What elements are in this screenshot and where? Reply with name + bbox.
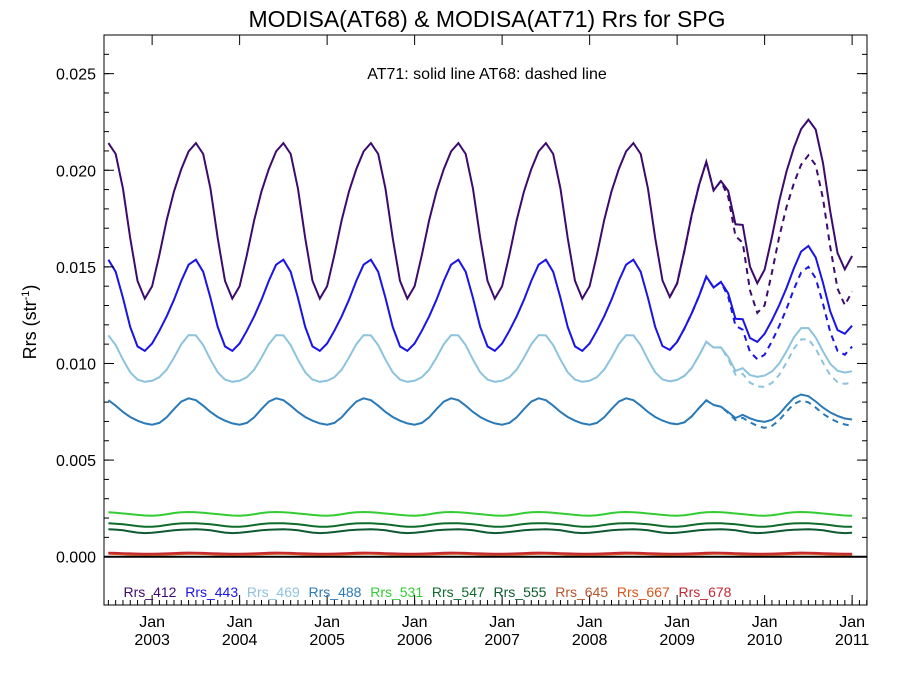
x-tick-label-year: 2007	[484, 632, 520, 649]
x-tick-label-year: 2009	[659, 632, 695, 649]
y-axis-label-close: )	[20, 285, 40, 291]
x-tick-label-month: Jan	[139, 614, 165, 631]
y-tick-label: 0.010	[56, 356, 96, 373]
legend-item-Rrs_488: Rrs_488	[309, 584, 362, 600]
x-tick-label-month: Jan	[402, 614, 428, 631]
x-tick-label-year: 2010	[747, 632, 783, 649]
x-tick-label-month: Jan	[227, 614, 253, 631]
x-tick-label-month: Jan	[577, 614, 603, 631]
x-tick-label-year: 2005	[309, 632, 345, 649]
series-line-Rrs_469	[107, 326, 853, 383]
series-line-Rrs_547	[108, 522, 853, 528]
y-axis-label: Rrs (str-1)	[20, 285, 40, 360]
legend-item-Rrs_547: Rrs_547	[432, 584, 485, 600]
x-tick-label-year: 2011	[835, 632, 870, 649]
x-tick-label-year: 2006	[397, 632, 433, 649]
y-axis-label-superscript: -1	[20, 291, 32, 301]
series-line-Rrs_667	[108, 552, 853, 556]
chart-annotation: AT71: solid line AT68: dashed line	[367, 66, 607, 83]
series-line-Rrs_488	[107, 393, 853, 426]
series-line-Rrs_443	[107, 244, 853, 353]
plot-area	[104, 118, 867, 558]
legend-item-Rrs_645: Rrs_645	[555, 584, 608, 600]
legend-item-Rrs_443: Rrs_443	[185, 584, 238, 600]
x-tick-label-month: Jan	[839, 614, 865, 631]
x-tick-label-month: Jan	[752, 614, 778, 631]
x-tick-label-month: Jan	[314, 614, 340, 631]
x-axis: Jan2003Jan2004Jan2005Jan2006Jan2007Jan20…	[107, 35, 870, 649]
x-tick-label-year: 2004	[222, 632, 258, 649]
legend-item-Rrs_412: Rrs_412	[124, 584, 177, 600]
legend-item-Rrs_531: Rrs_531	[370, 584, 423, 600]
x-tick-label-month: Jan	[664, 614, 690, 631]
y-tick-label: 0.025	[56, 67, 96, 84]
series-line-Rrs_412	[107, 118, 853, 301]
chart-title: MODISA(AT68) & MODISA(AT71) Rrs for SPG	[248, 6, 725, 32]
series-dashed-Rrs_443	[669, 265, 853, 361]
x-tick-label-year: 2003	[134, 632, 170, 649]
legend-item-Rrs_678: Rrs_678	[679, 584, 732, 600]
series-dashed-Rrs_469	[669, 338, 853, 388]
x-tick-label-month: Jan	[489, 614, 515, 631]
y-tick-label: 0.000	[56, 550, 96, 567]
series-dashed-Rrs_412	[668, 153, 853, 315]
series-line-Rrs_555	[108, 528, 853, 535]
series-line-Rrs_531	[108, 510, 853, 517]
legend-item-Rrs_469: Rrs_469	[247, 584, 300, 600]
y-axis-label-main: Rrs (str	[20, 300, 40, 359]
legend-item-Rrs_667: Rrs_667	[617, 584, 670, 600]
legend-item-Rrs_555: Rrs_555	[494, 584, 547, 600]
y-axis: 0.000 0.005 0.010 0.015 0.020 0.025	[56, 53, 867, 567]
series-line-Rrs_678	[108, 551, 853, 555]
legend: Rrs_412 Rrs_443 Rrs_469 Rrs_488 Rrs_531 Rrs_5…	[124, 584, 732, 600]
series-dashed-Rrs_488	[669, 399, 853, 429]
y-tick-label: 0.005	[56, 453, 96, 470]
plot-frame	[103, 34, 868, 606]
x-tick-label-year: 2008	[572, 632, 608, 649]
y-tick-label: 0.020	[56, 163, 96, 180]
y-tick-label: 0.015	[56, 260, 96, 277]
